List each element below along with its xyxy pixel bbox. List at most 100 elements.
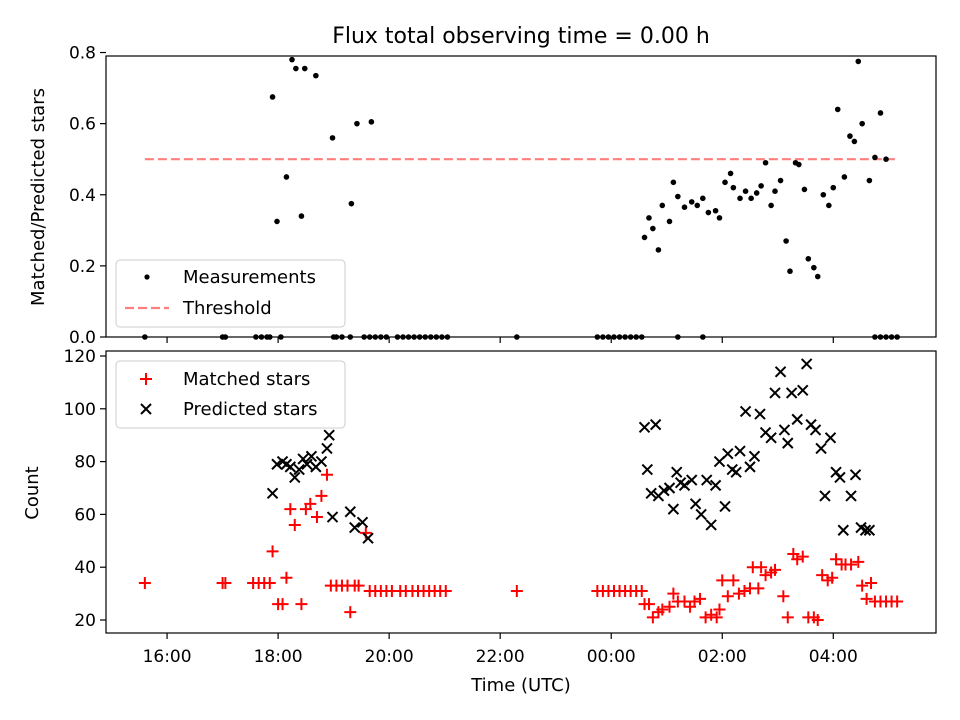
matched-star-point bbox=[759, 569, 772, 582]
predicted-star-point bbox=[824, 432, 837, 444]
measurement-point bbox=[877, 110, 884, 116]
top-ytick-label: 0.0 bbox=[69, 328, 96, 348]
chart-title: Flux total observing time = 0.00 h bbox=[332, 24, 710, 49]
matched-star-point bbox=[439, 584, 452, 597]
measurement-point bbox=[730, 184, 737, 191]
bottom-ylabel: Count bbox=[22, 466, 43, 519]
matched-star-point bbox=[791, 553, 804, 566]
predicted-star-point bbox=[785, 387, 798, 399]
matched-star-point bbox=[663, 600, 676, 613]
matched-star-point bbox=[642, 598, 655, 611]
measurement-point bbox=[762, 159, 769, 166]
predicted-star-point bbox=[754, 408, 766, 420]
matched-star-point bbox=[811, 614, 824, 626]
measurement-point bbox=[855, 58, 862, 65]
measurement-point bbox=[670, 179, 677, 186]
predicted-star-point bbox=[301, 458, 313, 470]
matched-star-point bbox=[716, 574, 729, 587]
bottom-panel: Count Time (UTC) 20 40 60 80 100 120 16:00 18:… bbox=[22, 347, 937, 696]
measurement-point bbox=[727, 170, 734, 177]
measurement-point bbox=[301, 65, 308, 72]
matched-star-point bbox=[816, 569, 829, 582]
matched-star-point bbox=[688, 595, 701, 608]
measurement-point bbox=[298, 213, 305, 219]
matched-star-point bbox=[656, 603, 669, 616]
measurement-point bbox=[748, 195, 754, 202]
predicted-star-point bbox=[765, 432, 777, 444]
measurement-point bbox=[758, 183, 764, 189]
measurement-point bbox=[283, 174, 290, 180]
matched-star-point bbox=[710, 611, 723, 624]
predicted-star-point bbox=[863, 524, 876, 536]
matched-star-point bbox=[727, 574, 740, 587]
measurement-point bbox=[811, 264, 817, 271]
predicted-star-point bbox=[705, 519, 717, 531]
predicted-star-point bbox=[362, 532, 374, 544]
predicted-star-point bbox=[800, 358, 813, 370]
predicted-star-point bbox=[678, 479, 691, 492]
predicted-star-point bbox=[778, 424, 791, 436]
measurement-point bbox=[847, 133, 853, 139]
measurement-point bbox=[650, 225, 656, 232]
bottom-xlabel: Time (UTC) bbox=[470, 675, 571, 696]
predicted-star-point bbox=[356, 516, 369, 529]
matched-star-point bbox=[699, 611, 712, 624]
predicted-star-point bbox=[719, 500, 731, 513]
measurement-point bbox=[269, 94, 276, 100]
measurement-point bbox=[321, 18, 327, 24]
matched-star-point bbox=[266, 545, 279, 558]
bottom-axes-frame bbox=[105, 350, 937, 634]
predicted-star-point bbox=[667, 503, 680, 515]
predicted-star-point bbox=[782, 437, 794, 449]
predicted-star-point bbox=[289, 471, 301, 484]
measurement-point bbox=[851, 138, 858, 145]
measurement-point bbox=[326, 39, 332, 45]
predicted-star-point bbox=[797, 384, 809, 397]
predicted-star-point bbox=[859, 524, 872, 536]
bottom-legend: Matched stars Predicted stars bbox=[115, 360, 346, 429]
matched-star-point bbox=[732, 587, 745, 600]
matched-star-point bbox=[721, 590, 734, 603]
legend-predicted-label: Predicted stars bbox=[183, 399, 317, 420]
matched-star-point bbox=[263, 577, 276, 590]
top-ytick-label: 0.4 bbox=[69, 186, 96, 206]
top-ytick-label: 0.6 bbox=[69, 115, 96, 135]
measurement-point bbox=[368, 119, 375, 125]
measurement-point bbox=[675, 193, 681, 200]
measurement-point bbox=[293, 65, 299, 72]
matched-star-point bbox=[315, 489, 328, 502]
measurement-point bbox=[742, 188, 749, 195]
measurement-point bbox=[700, 195, 706, 202]
measurement-point bbox=[329, 135, 336, 141]
measurement-point bbox=[274, 218, 280, 225]
predicted-star-point bbox=[819, 490, 831, 502]
predicted-star-point bbox=[791, 413, 803, 426]
legend-threshold-label: Threshold bbox=[182, 298, 272, 319]
matched-star-point bbox=[304, 497, 317, 510]
bottom-xtick-label: 20:00 bbox=[365, 647, 414, 667]
predicted-star-point bbox=[641, 463, 654, 476]
measurement-point bbox=[737, 195, 743, 202]
measurement-point bbox=[814, 273, 821, 280]
bottom-plot-area bbox=[138, 358, 904, 626]
matched-star-point bbox=[284, 503, 297, 516]
legend-matched-marker bbox=[140, 373, 152, 385]
predicted-star-point bbox=[730, 466, 742, 478]
bottom-ytick-label: 80 bbox=[74, 453, 96, 473]
measurement-point bbox=[841, 174, 848, 180]
bottom-xaxis-ticks: 16:00 18:00 20:00 22:00 00:00 02:00 04:00 bbox=[143, 633, 858, 667]
matched-stars-points bbox=[138, 468, 904, 626]
matched-star-point bbox=[852, 555, 865, 568]
matched-star-point bbox=[635, 584, 648, 597]
predicted-star-point bbox=[695, 508, 707, 521]
matched-star-point bbox=[138, 577, 151, 590]
measurement-point bbox=[659, 202, 666, 209]
measurement-point bbox=[805, 255, 812, 262]
measurement-point bbox=[783, 238, 789, 244]
predicted-star-point bbox=[638, 421, 651, 433]
predicted-star-point bbox=[649, 418, 662, 431]
predicted-star-point bbox=[748, 450, 761, 463]
measurement-point bbox=[768, 202, 774, 209]
bottom-ytick-label: 120 bbox=[64, 347, 96, 367]
bottom-yaxis-ticks: 20 40 60 80 100 120 bbox=[64, 347, 106, 631]
